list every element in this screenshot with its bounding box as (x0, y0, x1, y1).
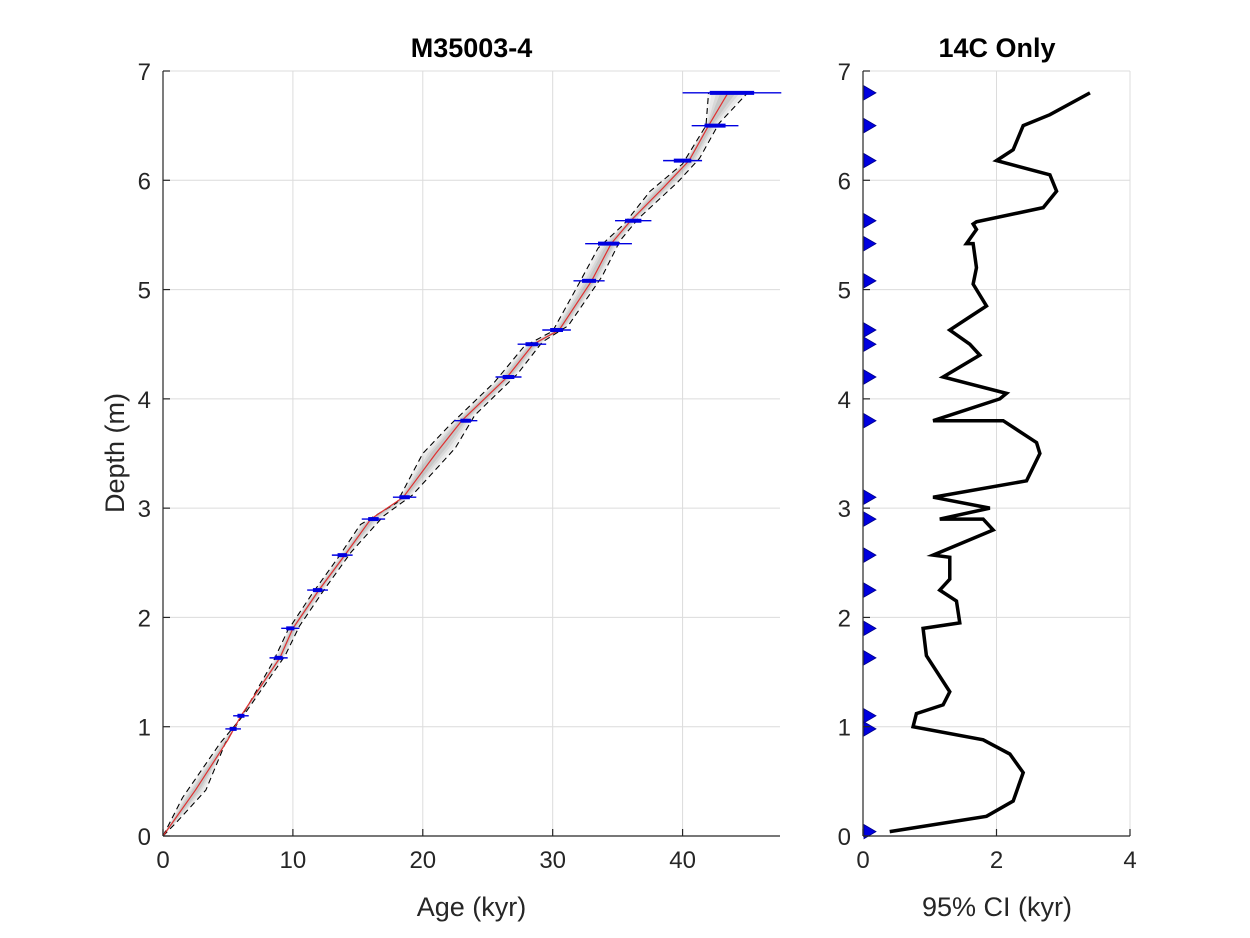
date-depth-marker (863, 721, 877, 737)
date-depth-marker (863, 273, 877, 289)
confidence-interval-panel: 0 2 4 0 1 2 3 4 5 6 7 14C Only 95% CI (kyr) (838, 33, 1137, 922)
age-model-shade-band (163, 92, 740, 837)
left-y-tick-label: 5 (138, 278, 151, 305)
left-x-axis-label: Age (kyr) (417, 892, 527, 922)
left-y-tick-label: 0 (138, 824, 151, 851)
right-x-tick-label: 4 (1123, 847, 1136, 874)
left-y-tick-label: 2 (138, 605, 151, 632)
age-depth-panel: 0 10 20 30 40 0 1 2 3 4 5 6 7 M35003-4 Age (kyr) Dep… (100, 33, 782, 922)
left-y-tick-label: 3 (138, 496, 151, 523)
right-y-tick-label: 6 (838, 168, 851, 195)
right-y-tick-label: 4 (838, 387, 851, 414)
right-title: 14C Only (938, 33, 1055, 63)
left-y-tick-label: 6 (138, 168, 151, 195)
age-model-lines (162, 92, 748, 837)
left-axes: 0 10 20 30 40 0 1 2 3 4 5 6 7 (138, 59, 780, 874)
right-y-tick-label: 5 (838, 278, 851, 305)
date-depth-marker (863, 85, 877, 101)
date-depth-marker (863, 489, 877, 505)
date-depth-marker (863, 322, 877, 338)
left-grid (162, 70, 780, 837)
left-x-tick-label: 10 (280, 847, 307, 874)
right-x-tick-label: 2 (990, 847, 1003, 874)
right-y-tick-label: 3 (838, 496, 851, 523)
right-grid (862, 70, 1131, 837)
ci-width-line (889, 91, 1091, 834)
date-depth-marker (863, 117, 877, 134)
date-depth-marker (863, 547, 877, 563)
right-axes: 0 2 4 0 1 2 3 4 5 6 7 (838, 59, 1137, 874)
date-depth-marker (863, 650, 877, 666)
right-x-axis-label: 95% CI (kyr) (922, 892, 1072, 922)
left-y-tick-label: 1 (138, 715, 151, 742)
age-model-density-shading (163, 92, 750, 837)
median-age-line (162, 92, 729, 837)
left-x-tick-label: 20 (409, 847, 436, 874)
date-depth-marker (863, 336, 877, 352)
date-depth-markers (863, 85, 877, 840)
date-depth-marker (863, 152, 877, 169)
right-x-tick-label: 0 (856, 847, 869, 874)
date-depth-marker (863, 213, 877, 229)
right-y-tick-label: 1 (838, 715, 851, 742)
date-depth-marker (863, 708, 877, 724)
age-model-shade-band (163, 92, 745, 837)
right-y-tick-label: 7 (838, 59, 851, 86)
date-depth-marker (863, 823, 877, 840)
ci-upper-bound-line (162, 92, 748, 837)
right-y-tick-label: 2 (838, 605, 851, 632)
right-y-tick-label: 0 (838, 824, 851, 851)
left-y-tick-label: 4 (138, 387, 151, 414)
age-model-shade-band (163, 92, 750, 837)
date-depth-marker (863, 235, 877, 252)
left-y-axis-label: Depth (m) (100, 393, 130, 513)
left-y-tick-label: 7 (138, 59, 151, 86)
left-x-tick-label: 30 (539, 847, 566, 874)
left-title: M35003-4 (411, 33, 533, 63)
date-depth-marker (863, 413, 877, 429)
date-depth-marker (863, 369, 877, 385)
date-depth-marker (863, 511, 877, 527)
date-depth-marker (863, 620, 877, 637)
radiocarbon-date-markers (225, 90, 782, 731)
date-depth-marker (863, 582, 877, 598)
left-x-tick-label: 40 (669, 847, 696, 874)
ci-width-series-line (889, 91, 1091, 834)
left-x-tick-label: 0 (156, 847, 169, 874)
